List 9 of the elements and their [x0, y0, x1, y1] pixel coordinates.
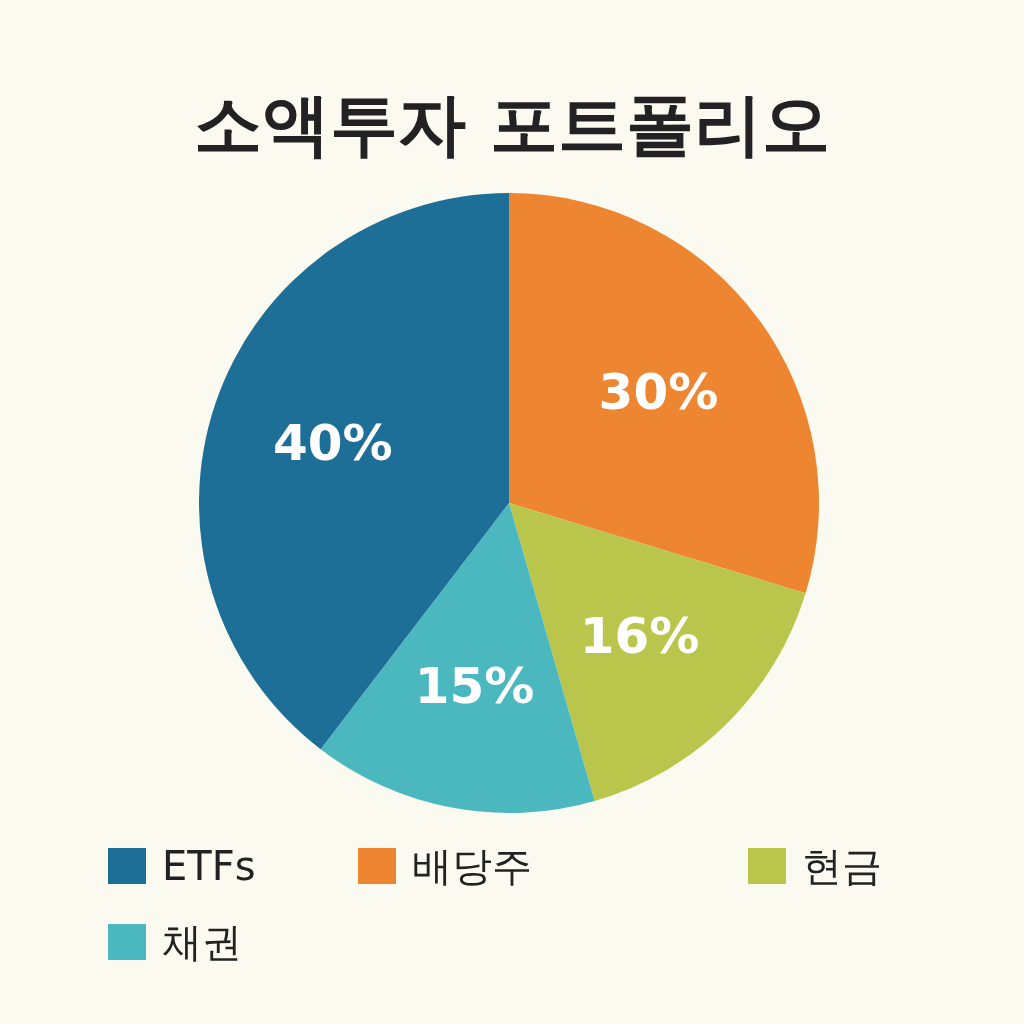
- legend-label: 현금: [802, 843, 882, 889]
- data-label: 40%: [272, 414, 393, 473]
- data-label: 30%: [598, 363, 719, 422]
- chart-title: 소액투자 포트폴리오: [194, 85, 830, 164]
- legend-label: ETFs: [162, 843, 256, 889]
- data-label: 15%: [414, 656, 535, 715]
- legend-label: 배당주: [412, 843, 532, 889]
- data-label: 16%: [579, 606, 700, 665]
- legend-label: 채권: [162, 919, 242, 965]
